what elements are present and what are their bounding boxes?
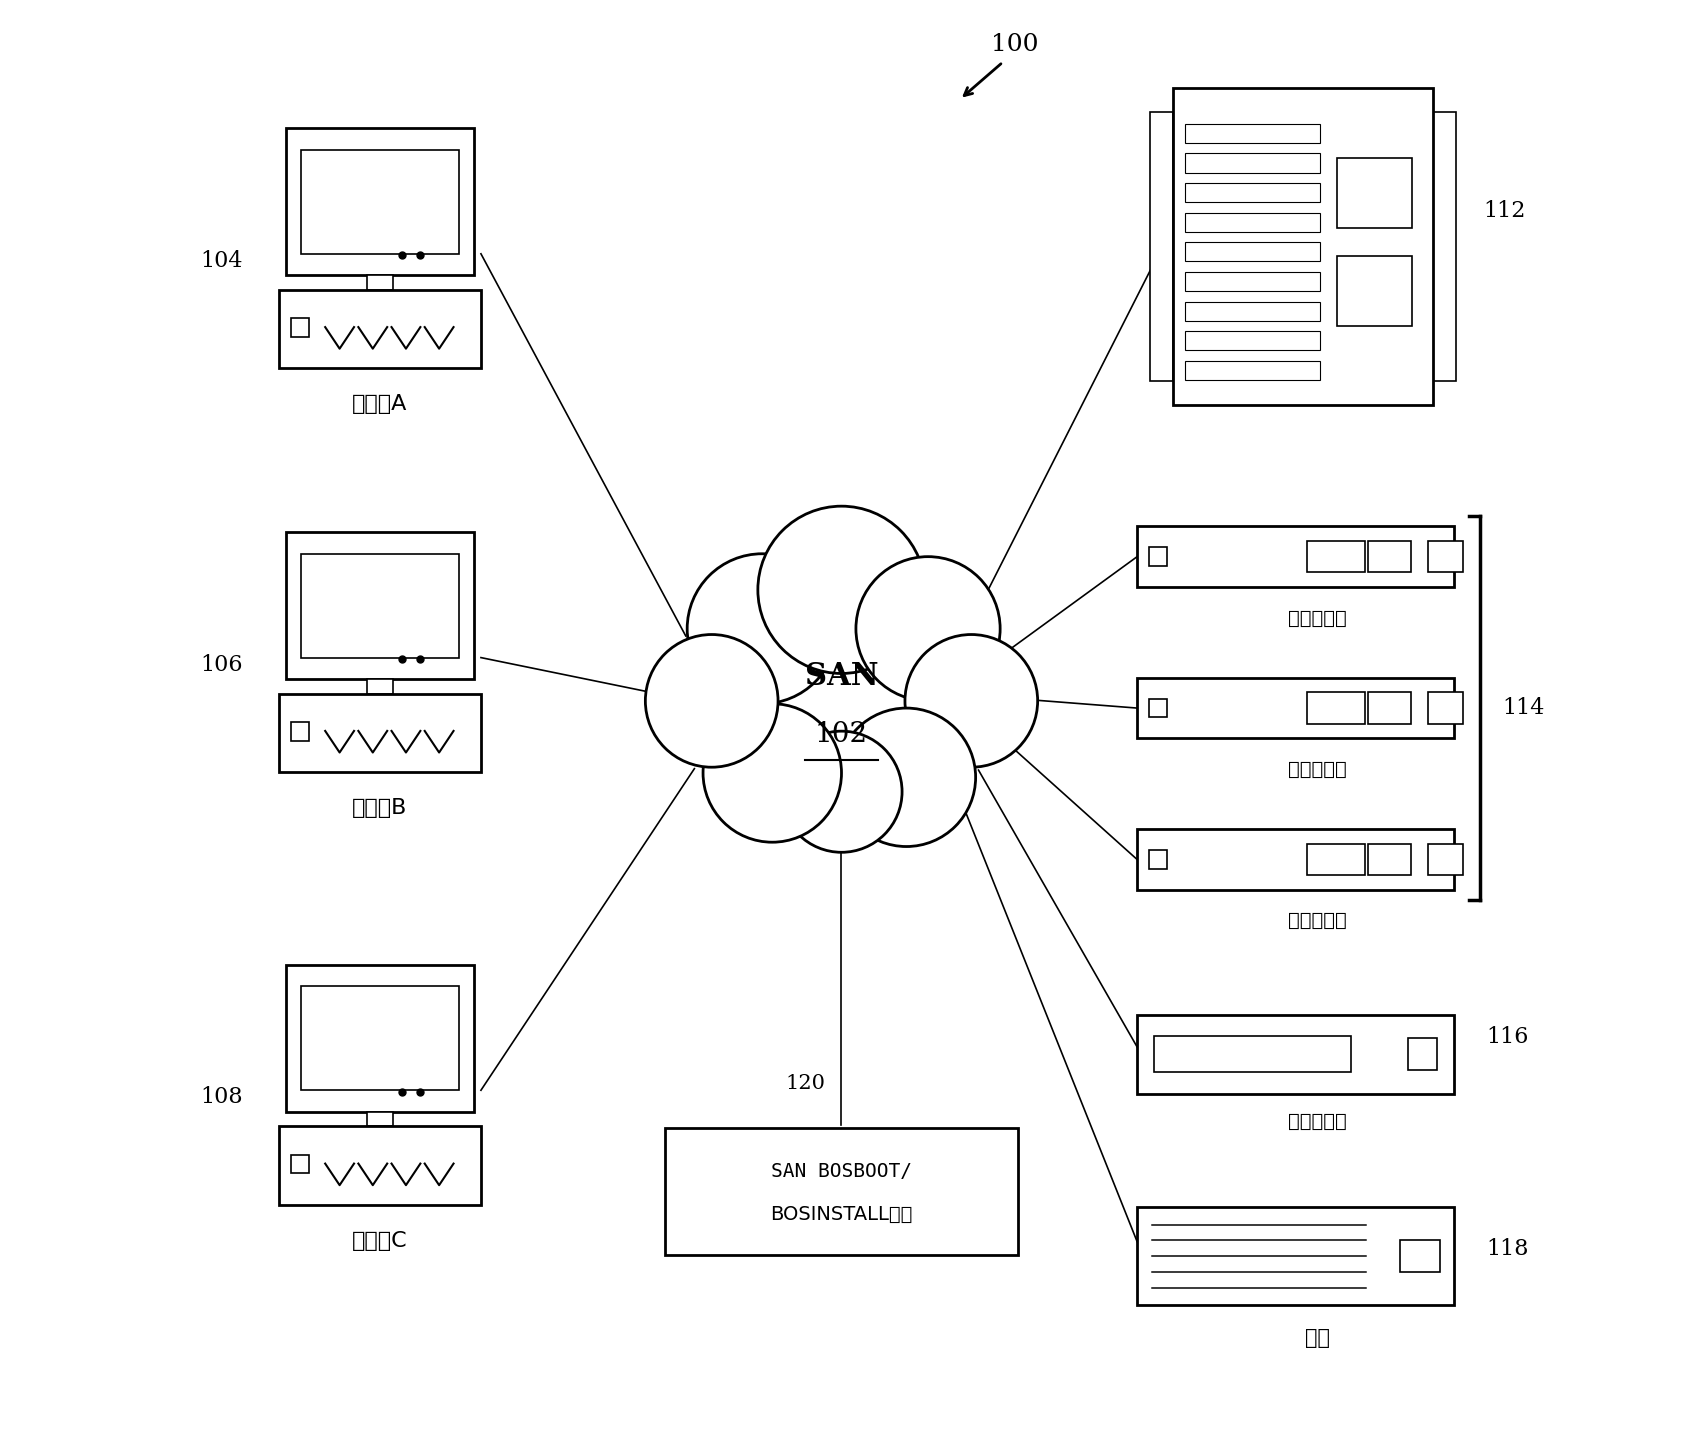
Bar	[286, 532, 473, 679]
Bar	[1184, 243, 1319, 262]
Bar	[1336, 158, 1411, 227]
Text: 磁盘驱动器: 磁盘驱动器	[1287, 760, 1346, 779]
Circle shape	[686, 553, 836, 704]
Bar	[1408, 1039, 1436, 1071]
Text: 磁盘驱动器: 磁盘驱动器	[1287, 608, 1346, 627]
Text: 118: 118	[1485, 1238, 1527, 1260]
Circle shape	[757, 506, 925, 673]
Bar	[1137, 1014, 1453, 1094]
Text: 计算朿A: 计算朿A	[352, 394, 407, 415]
Bar	[1184, 184, 1319, 202]
Circle shape	[905, 634, 1038, 767]
Text: 106: 106	[200, 653, 242, 676]
Bar	[286, 129, 473, 276]
Bar	[1184, 361, 1319, 380]
Bar	[1149, 699, 1167, 718]
Bar	[279, 290, 481, 368]
Bar	[1428, 692, 1462, 724]
Circle shape	[644, 634, 777, 767]
Circle shape	[703, 704, 841, 842]
Bar	[1137, 526, 1453, 587]
Bar	[1336, 256, 1411, 327]
Bar	[279, 694, 481, 772]
Bar	[1367, 844, 1410, 876]
Bar	[301, 987, 459, 1091]
Bar	[301, 150, 459, 254]
Bar	[1137, 1207, 1453, 1305]
Text: 104: 104	[200, 250, 242, 272]
Bar	[291, 722, 309, 741]
Bar	[1307, 692, 1364, 724]
Bar	[286, 965, 473, 1111]
Text: 计算朿B: 计算朿B	[352, 798, 407, 818]
Bar	[1367, 540, 1410, 572]
Text: BOSINSTALL设备: BOSINSTALL设备	[770, 1205, 912, 1224]
Text: 计算朿C: 计算朿C	[352, 1231, 407, 1251]
Text: 磁带驱动器: 磁带驱动器	[1287, 1111, 1346, 1131]
Bar	[1149, 548, 1167, 566]
Bar	[1431, 111, 1455, 381]
Circle shape	[836, 708, 976, 847]
Bar	[1428, 540, 1462, 572]
Text: 102: 102	[814, 721, 868, 747]
Text: 114: 114	[1500, 696, 1544, 720]
Bar	[1137, 678, 1453, 738]
Bar	[664, 1127, 1018, 1254]
Text: 112: 112	[1482, 199, 1526, 221]
Bar	[1184, 302, 1319, 321]
Text: 光驱: 光驱	[1304, 1328, 1329, 1348]
Bar	[1137, 829, 1453, 890]
Bar	[1399, 1240, 1440, 1272]
Bar	[1149, 111, 1172, 381]
Bar	[367, 1111, 392, 1126]
Bar	[1307, 844, 1364, 876]
Circle shape	[856, 556, 999, 701]
Bar	[1184, 212, 1319, 231]
Text: 磁盘驱动器: 磁盘驱动器	[1287, 912, 1346, 931]
Bar	[291, 318, 309, 337]
Bar	[1184, 153, 1319, 172]
Bar	[1184, 331, 1319, 350]
Bar	[1307, 540, 1364, 572]
Text: 108: 108	[200, 1087, 242, 1108]
Bar	[301, 553, 459, 657]
Bar	[367, 276, 392, 290]
Bar	[1149, 850, 1167, 868]
Text: 100: 100	[991, 33, 1038, 56]
Bar	[1184, 272, 1319, 290]
Text: SAN: SAN	[804, 660, 878, 692]
Text: 116: 116	[1485, 1026, 1527, 1048]
Bar	[1184, 124, 1319, 143]
Bar	[1367, 692, 1410, 724]
Bar	[1428, 844, 1462, 876]
Bar	[279, 1126, 481, 1205]
Bar	[1154, 1036, 1351, 1072]
Bar	[1172, 88, 1431, 405]
Circle shape	[780, 731, 902, 853]
Bar	[367, 679, 392, 694]
Bar	[291, 1155, 309, 1173]
Text: SAN BOSBOOT/: SAN BOSBOOT/	[770, 1162, 912, 1181]
Text: 120: 120	[785, 1074, 824, 1094]
